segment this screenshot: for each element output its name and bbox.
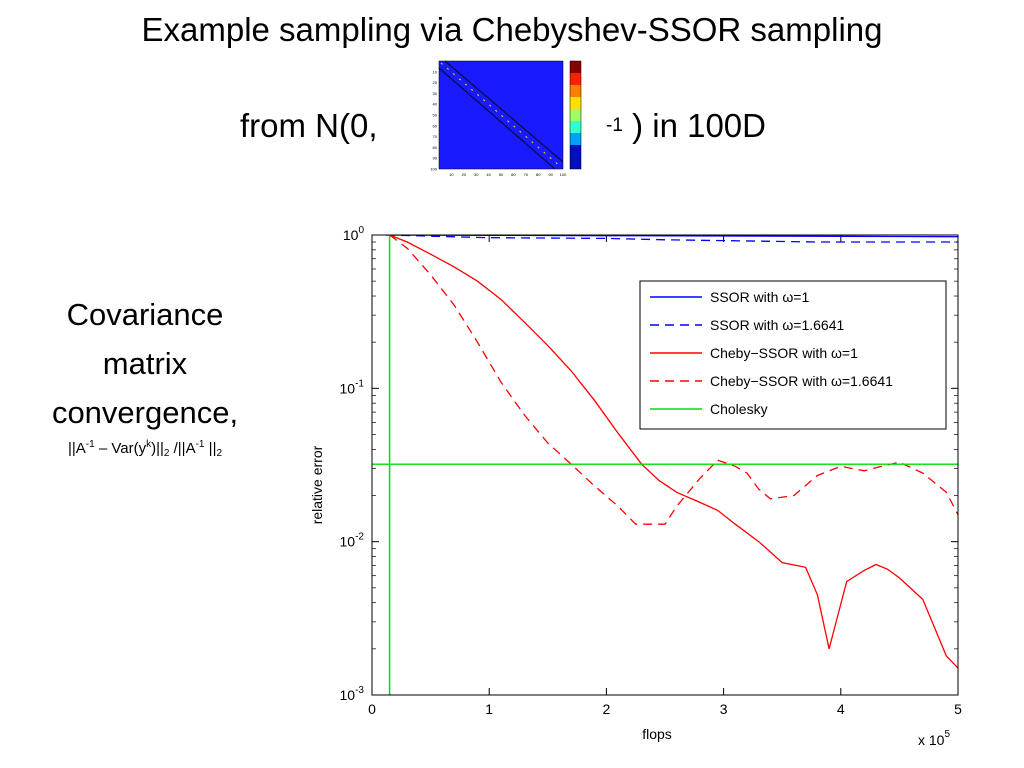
side-line-convergence: convergence,: [51, 395, 239, 430]
x-axis-multiplier: x 105: [918, 729, 950, 748]
y-axis-label: relative error: [309, 445, 325, 524]
legend: SSOR with ω=1 SSOR with ω=1.6641 Cheby−SSO…: [639, 280, 947, 430]
matrix-x-tick-label: 60: [511, 172, 516, 177]
x-tick-label: 2: [603, 701, 611, 717]
subtitle-left: from N(0,: [240, 107, 378, 144]
series-group: [372, 235, 958, 695]
y-tick-label: 10-3: [340, 685, 365, 703]
matrix-x-tick-label: 100: [560, 172, 567, 177]
y-tick-label: 10-2: [340, 532, 365, 550]
legend-label-3: Cheby−SSOR with ω=1.6641: [710, 373, 893, 389]
matrix-x-tick-label: 90: [548, 172, 553, 177]
formula-sup: -1: [85, 439, 95, 450]
formula-sub: 2: [216, 448, 223, 459]
y-tick-label: 10-1: [340, 378, 365, 396]
matrix-x-tick-label: 50: [499, 172, 504, 177]
formula-part: ||: [204, 440, 217, 457]
matrix-x-tick-label: 80: [536, 172, 541, 177]
subtitle-right-text: ) in 100D: [622, 107, 766, 144]
matrix-x-tick-label: 70: [524, 172, 529, 177]
side-caption: Covariance matrix convergence,: [10, 290, 280, 437]
matrix-x-tick-label: 10: [449, 172, 454, 177]
matrix-y-tick-label: 90: [433, 156, 438, 161]
matrix-y-tick-label: 60: [433, 123, 438, 128]
matrix-colorbar: [569, 60, 582, 170]
x-tick-label: 5: [954, 701, 962, 717]
formula-part: – Var(y: [94, 440, 147, 457]
matrix-y-tick-label: 50: [433, 113, 438, 118]
matrix-band-lower: [438, 67, 556, 170]
matrix-y-tick-label: 70: [433, 134, 438, 139]
matrix-y-tick-label: 10: [433, 69, 438, 74]
formula-sup: -1: [195, 439, 205, 450]
subtitle-right: -1 ) in 100D: [606, 106, 766, 152]
side-line-covariance: Covariance: [66, 297, 224, 332]
x-tick-label: 3: [720, 701, 728, 717]
matrix-y-tick-label: 80: [433, 145, 438, 150]
slide-title: Example sampling via Chebyshev-SSOR samp…: [141, 11, 883, 48]
formula-part: /||A: [169, 440, 196, 457]
subtitle-exponent: -1: [606, 115, 623, 136]
matrix-y-tick-label: 30: [433, 91, 438, 96]
legend-label-1: SSOR with ω=1.6641: [710, 317, 844, 333]
x-tick-label: 0: [368, 701, 376, 717]
legend-box: [639, 280, 947, 430]
x-tick-label: 1: [485, 701, 493, 717]
matrix-y-tick-label: 40: [433, 102, 438, 107]
formula-sup: k: [146, 439, 152, 450]
matrix-y-tick-label: 100: [430, 167, 437, 172]
series-line-3: [389, 235, 958, 525]
matrix-x-tick-label: 40: [486, 172, 491, 177]
y-minor-ticks: [372, 241, 958, 650]
matrix-x-tick-label: 30: [474, 172, 479, 177]
side-formula: ||A-1 – Var(yk)||2 /||A-1 ||2: [10, 434, 280, 465]
legend-label-4: Cholesky: [710, 401, 768, 417]
formula-sub: 2: [163, 448, 170, 459]
matrix-x-ticks: 10 20 30 40 50 60 70 80 90 100: [449, 172, 567, 177]
matrix-band-upper: [444, 60, 564, 163]
matrix-y-ticks: 10 20 30 40 50 60 70 80 90 100: [430, 69, 437, 171]
matrix-y-tick-label: 20: [433, 80, 438, 85]
series-line-2: [389, 235, 958, 669]
matrix-x-tick-label: 20: [462, 172, 467, 177]
plot-frame: [371, 234, 959, 696]
legend-label-0: SSOR with ω=1: [710, 289, 809, 305]
side-line-matrix: matrix: [102, 346, 188, 381]
formula-part: ||A: [67, 440, 86, 457]
series-line-1: [386, 235, 958, 243]
x-axis-label: flops: [642, 726, 672, 742]
y-tick-label: 100: [343, 225, 365, 243]
x-tick-label: 4: [837, 701, 845, 717]
matrix-inset-image: 10 20 30 40 50 60 70 80 90 100 10 20 30 40 50 60 70 80 90…: [423, 58, 585, 180]
legend-label-2: Cheby−SSOR with ω=1: [710, 345, 858, 361]
formula-part: )||: [151, 440, 164, 457]
